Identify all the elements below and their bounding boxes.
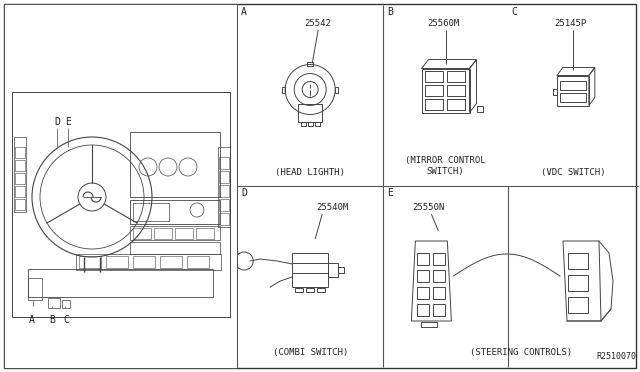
Bar	[218, 147, 230, 227]
Bar	[568, 297, 588, 313]
Bar	[79, 256, 101, 268]
Text: 25540M: 25540M	[316, 203, 348, 212]
Bar	[48, 298, 60, 308]
Bar	[298, 103, 322, 122]
Bar	[568, 253, 588, 269]
Bar	[187, 256, 209, 268]
Bar	[196, 228, 214, 239]
Bar	[477, 106, 483, 112]
Bar	[154, 228, 172, 239]
Bar	[292, 253, 328, 287]
Bar	[12, 92, 230, 317]
Bar	[282, 87, 285, 93]
Bar	[219, 199, 229, 211]
Bar	[424, 84, 442, 96]
Text: B: B	[49, 315, 55, 325]
Bar	[15, 160, 25, 171]
Text: C: C	[63, 315, 69, 325]
Text: (VDC SWITCH): (VDC SWITCH)	[541, 167, 605, 176]
Bar	[219, 157, 229, 169]
Text: (COMBI SWITCH): (COMBI SWITCH)	[273, 347, 348, 356]
Bar	[424, 71, 442, 81]
Text: C: C	[511, 7, 518, 17]
Text: 25542: 25542	[305, 19, 332, 28]
Bar	[433, 270, 445, 282]
Bar	[338, 267, 344, 273]
Bar	[133, 228, 151, 239]
Bar	[130, 200, 220, 224]
Bar	[133, 256, 155, 268]
Bar	[317, 288, 325, 292]
Text: E: E	[65, 117, 71, 127]
Text: 25550N: 25550N	[412, 203, 445, 212]
Bar	[560, 80, 586, 90]
Bar	[422, 68, 470, 112]
Bar	[557, 76, 589, 106]
Bar	[335, 87, 338, 93]
Bar	[295, 288, 303, 292]
Bar	[433, 287, 445, 299]
Bar	[417, 287, 429, 299]
Bar	[175, 228, 193, 239]
Bar	[447, 71, 465, 81]
Bar	[15, 147, 25, 158]
Text: (MIRROR CONTROL
SWITCH): (MIRROR CONTROL SWITCH)	[405, 156, 486, 176]
Bar	[447, 84, 465, 96]
Bar	[15, 186, 25, 197]
Bar	[15, 173, 25, 184]
Bar	[106, 256, 128, 268]
Bar	[130, 132, 220, 197]
Bar	[306, 288, 314, 292]
Text: (HEAD LIGHTH): (HEAD LIGHTH)	[275, 167, 345, 176]
Bar	[307, 61, 313, 65]
Bar	[568, 275, 588, 291]
Text: D: D	[54, 117, 60, 127]
Bar	[130, 226, 220, 240]
Bar	[76, 254, 221, 270]
Bar	[4, 4, 237, 368]
Bar	[62, 300, 70, 308]
Bar	[421, 322, 437, 327]
Text: 25560M: 25560M	[428, 19, 460, 28]
Text: 25145P: 25145P	[555, 19, 587, 28]
Text: A: A	[29, 315, 35, 325]
Bar	[28, 278, 42, 300]
Bar	[433, 304, 445, 316]
Bar	[417, 270, 429, 282]
Bar	[133, 203, 169, 221]
Bar	[14, 137, 26, 212]
Text: (STEERING CONTROLS): (STEERING CONTROLS)	[470, 347, 572, 356]
Text: R2510070: R2510070	[596, 352, 636, 361]
Bar	[560, 93, 586, 102]
Text: E: E	[387, 188, 393, 198]
Bar	[219, 171, 229, 183]
Bar	[553, 89, 557, 94]
Bar	[424, 99, 442, 109]
Bar	[328, 263, 338, 277]
Bar	[417, 253, 429, 265]
Bar	[160, 256, 182, 268]
Bar	[417, 304, 429, 316]
Text: D: D	[241, 188, 247, 198]
Text: B: B	[387, 7, 393, 17]
Bar	[315, 122, 320, 125]
Bar	[308, 122, 313, 125]
Bar	[219, 185, 229, 197]
Bar	[447, 99, 465, 109]
Bar	[130, 242, 220, 254]
Bar	[15, 199, 25, 210]
Bar	[28, 269, 213, 297]
Text: A: A	[241, 7, 247, 17]
Bar	[433, 253, 445, 265]
Bar	[301, 122, 306, 125]
Bar	[219, 213, 229, 225]
